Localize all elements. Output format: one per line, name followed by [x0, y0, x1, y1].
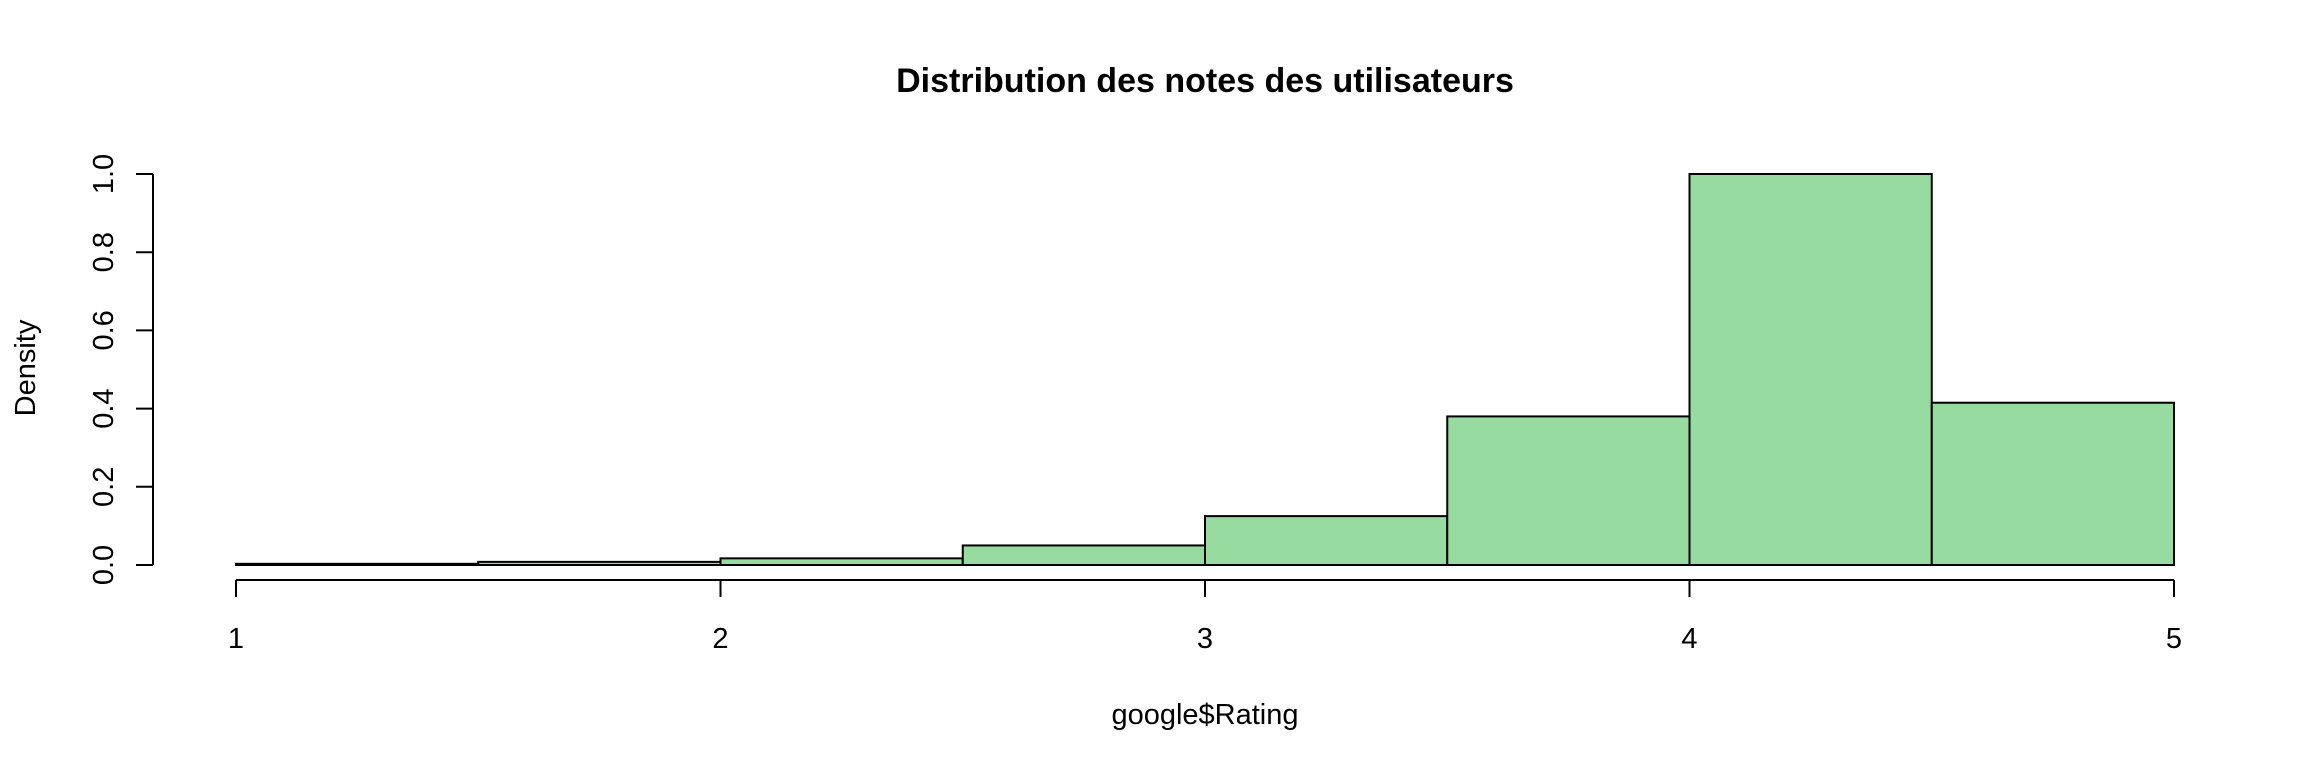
- histogram-bar-5: [1446, 415, 1691, 567]
- x-tick-label: 4: [1681, 623, 1697, 655]
- histogram-bar-1: [477, 560, 722, 567]
- histogram-bar-3: [961, 544, 1206, 567]
- y-axis-label: Density: [10, 319, 42, 416]
- bars-group: [235, 173, 2175, 567]
- y-tick-label: 0.4: [88, 388, 120, 428]
- y-tick-label: 0.2: [88, 467, 120, 507]
- x-tick-label: 2: [712, 623, 728, 655]
- x-axis-label: google$Rating: [1111, 699, 1298, 731]
- x-axis: 1 2 3 4 5: [228, 579, 2182, 655]
- x-tick-label: 5: [2166, 623, 2182, 655]
- y-tick-label: 0.6: [88, 310, 120, 350]
- y-tick-label: 0.0: [88, 545, 120, 585]
- histogram-bar-0: [235, 562, 480, 567]
- x-tick-label: 3: [1197, 623, 1213, 655]
- y-tick-label: 0.8: [88, 232, 120, 272]
- chart-title: Distribution des notes des utilisateurs: [896, 62, 1514, 100]
- histogram-bar-7: [1930, 401, 2175, 566]
- y-axis: 0.0 0.2 0.4 0.6 0.8 1.0: [88, 154, 154, 585]
- histogram-bar-6: [1688, 173, 1933, 566]
- y-tick-label: 1.0: [88, 154, 120, 194]
- histogram-bar-4: [1204, 515, 1449, 566]
- histogram-bar-2: [719, 557, 964, 567]
- x-tick-label: 1: [228, 623, 244, 655]
